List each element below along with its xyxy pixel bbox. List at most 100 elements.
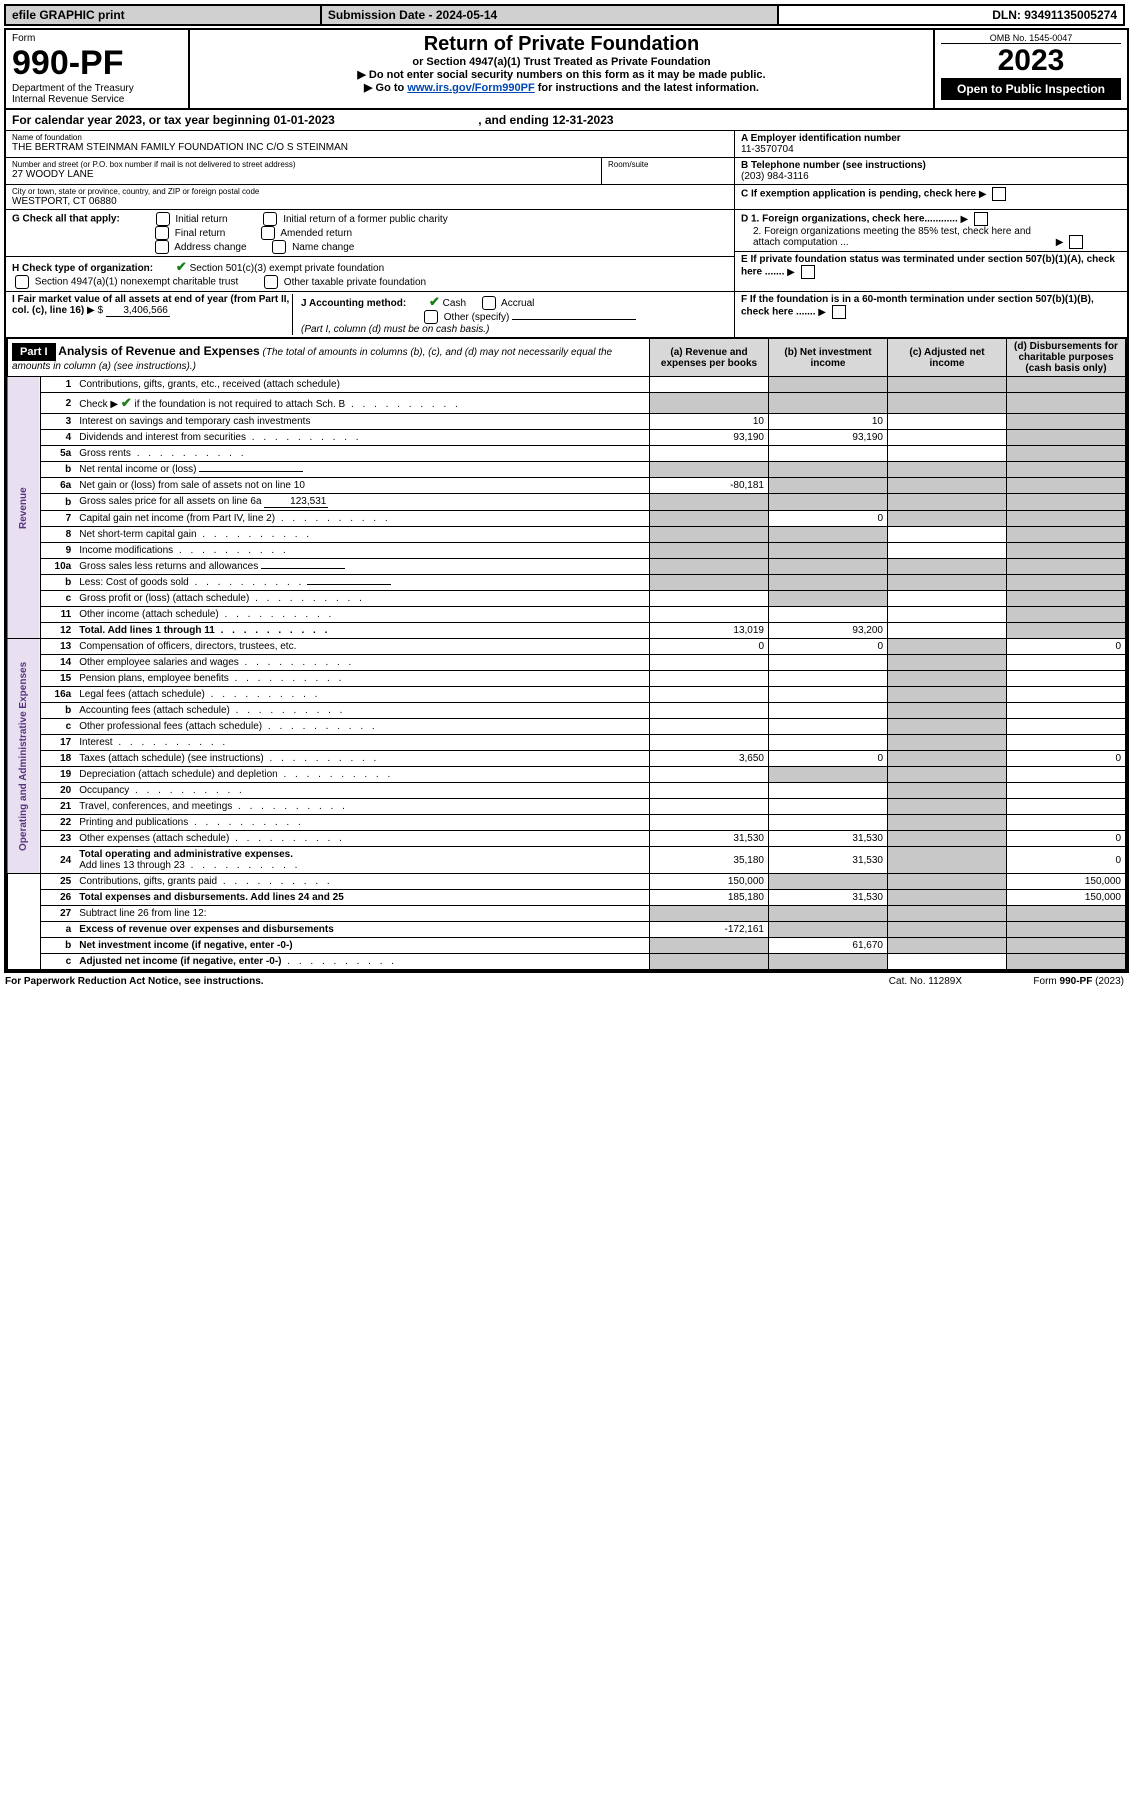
row-27a: Excess of revenue over expenses and disb… bbox=[75, 922, 649, 938]
row-3: Interest on savings and temporary cash i… bbox=[75, 414, 649, 430]
g3-label: Final return bbox=[175, 228, 226, 239]
row-4: Dividends and interest from securities bbox=[75, 430, 649, 446]
ein: 11-3570704 bbox=[741, 144, 1121, 155]
cal-end: 12-31-2023 bbox=[552, 113, 613, 127]
street-address: 27 WOODY LANE bbox=[12, 169, 595, 180]
r6a-a: -80,181 bbox=[650, 478, 769, 494]
j-note: (Part I, column (d) must be on cash basi… bbox=[301, 324, 489, 335]
foundation-name: THE BERTRAM STEINMAN FAMILY FOUNDATION I… bbox=[12, 142, 728, 153]
row-27: Subtract line 26 from line 12: bbox=[75, 906, 649, 922]
addr-label: Number and street (or P.O. box number if… bbox=[12, 160, 595, 169]
g3-checkbox[interactable] bbox=[155, 226, 169, 240]
j-cash-check-icon: ✔ bbox=[429, 294, 440, 309]
part1-label: Part I bbox=[12, 343, 56, 361]
e-checkbox[interactable] bbox=[801, 265, 815, 279]
r6b-val: 123,531 bbox=[264, 496, 328, 508]
r3-b: 10 bbox=[769, 414, 888, 430]
row-9: Income modifications bbox=[75, 543, 649, 559]
g4-label: Amended return bbox=[280, 228, 352, 239]
ein-label: A Employer identification number bbox=[741, 133, 1121, 144]
schb-check-icon: ✔ bbox=[121, 395, 132, 410]
city-label: City or town, state or province, country… bbox=[12, 187, 728, 196]
city-state-zip: WESTPORT, CT 06880 bbox=[12, 196, 728, 207]
r13-d: 0 bbox=[1007, 639, 1127, 655]
row-24: Total operating and administrative expen… bbox=[75, 847, 649, 874]
note2-pre: Go to bbox=[376, 82, 408, 94]
r13-a: 0 bbox=[650, 639, 769, 655]
row-22: Printing and publications bbox=[75, 815, 649, 831]
calendar-row: For calendar year 2023, or tax year begi… bbox=[6, 108, 1127, 130]
g1-label: Initial return bbox=[175, 214, 227, 225]
c-checkbox[interactable] bbox=[992, 187, 1006, 201]
row-2: Check ▶ ✔ if the foundation is not requi… bbox=[75, 393, 649, 414]
top-bar: efile GRAPHIC print Submission Date - 20… bbox=[4, 4, 1125, 26]
r18-a: 3,650 bbox=[650, 751, 769, 767]
r7-b: 0 bbox=[769, 511, 888, 527]
d2-checkbox[interactable] bbox=[1069, 235, 1083, 249]
row-5a: Gross rents bbox=[75, 446, 649, 462]
fmv-value: 3,406,566 bbox=[106, 305, 170, 317]
footer-right: Form 990-PF (2023) bbox=[963, 975, 1125, 988]
open-inspection: Open to Public Inspection bbox=[941, 78, 1121, 100]
g6-label: Name change bbox=[292, 242, 354, 253]
g6-checkbox[interactable] bbox=[272, 240, 286, 254]
row-19: Depreciation (attach schedule) and deple… bbox=[75, 767, 649, 783]
row-25: Contributions, gifts, grants paid bbox=[75, 874, 649, 890]
g2-checkbox[interactable] bbox=[263, 212, 277, 226]
row-7: Capital gain net income (from Part IV, l… bbox=[75, 511, 649, 527]
instructions-link[interactable]: www.irs.gov/Form990PF bbox=[407, 82, 534, 94]
r4-a: 93,190 bbox=[650, 430, 769, 446]
efile-btn[interactable]: efile GRAPHIC print bbox=[5, 5, 321, 25]
h3-checkbox[interactable] bbox=[264, 275, 278, 289]
row-18: Taxes (attach schedule) (see instruction… bbox=[75, 751, 649, 767]
row-8: Net short-term capital gain bbox=[75, 527, 649, 543]
h1-label: Section 501(c)(3) exempt private foundat… bbox=[190, 263, 385, 274]
row-27c: Adjusted net income (if negative, enter … bbox=[75, 954, 649, 971]
d1-checkbox[interactable] bbox=[974, 212, 988, 226]
part1-table: Part I Analysis of Revenue and Expenses … bbox=[6, 337, 1127, 971]
h3-label: Other taxable private foundation bbox=[284, 277, 426, 288]
g-label: G Check all that apply: bbox=[12, 214, 120, 225]
r24-a: 35,180 bbox=[650, 847, 769, 874]
d1-label: D 1. Foreign organizations, check here..… bbox=[741, 214, 958, 225]
r25-d: 150,000 bbox=[1007, 874, 1127, 890]
r18-b: 0 bbox=[769, 751, 888, 767]
row-13: Compensation of officers, directors, tru… bbox=[75, 639, 649, 655]
h2-checkbox[interactable] bbox=[15, 275, 29, 289]
info-grid: Name of foundation THE BERTRAM STEINMAN … bbox=[6, 130, 1127, 337]
r24-b: 31,530 bbox=[769, 847, 888, 874]
phone-label: B Telephone number (see instructions) bbox=[741, 160, 1121, 171]
j-other-checkbox[interactable] bbox=[424, 310, 438, 324]
g5-checkbox[interactable] bbox=[155, 240, 169, 254]
g1-checkbox[interactable] bbox=[156, 212, 170, 226]
j-accrual-checkbox[interactable] bbox=[482, 296, 496, 310]
irs: Internal Revenue Service bbox=[12, 94, 182, 105]
room-label: Room/suite bbox=[608, 160, 728, 169]
h1-check-icon: ✔ bbox=[176, 259, 187, 274]
form-header: Form 990-PF Department of the Treasury I… bbox=[6, 30, 1127, 108]
row-16c: Other professional fees (attach schedule… bbox=[75, 719, 649, 735]
f-checkbox[interactable] bbox=[832, 305, 846, 319]
row-23: Other expenses (attach schedule) bbox=[75, 831, 649, 847]
r27b-b: 61,670 bbox=[769, 938, 888, 954]
g2-label: Initial return of a former public charit… bbox=[283, 214, 448, 225]
form-number: 990-PF bbox=[12, 44, 182, 83]
row-10c: Gross profit or (loss) (attach schedule) bbox=[75, 591, 649, 607]
g4-checkbox[interactable] bbox=[261, 226, 275, 240]
dept: Department of the Treasury bbox=[12, 83, 182, 94]
cal-pre: For calendar year 2023, or tax year begi… bbox=[12, 113, 273, 127]
col-a-header: (a) Revenue and expenses per books bbox=[650, 338, 769, 377]
row-27b: Net investment income (if negative, ente… bbox=[75, 938, 649, 954]
tax-year: 2023 bbox=[941, 44, 1121, 78]
phone: (203) 984-3116 bbox=[741, 171, 1121, 182]
c-arrow bbox=[979, 189, 987, 200]
row-11: Other income (attach schedule) bbox=[75, 607, 649, 623]
r27a-a: -172,161 bbox=[650, 922, 769, 938]
expenses-side-label: Operating and Administrative Expenses bbox=[7, 639, 41, 874]
r23-d: 0 bbox=[1007, 831, 1127, 847]
row-6a: Net gain or (loss) from sale of assets n… bbox=[75, 478, 649, 494]
omb: OMB No. 1545-0047 bbox=[941, 33, 1121, 44]
g5-label: Address change bbox=[174, 242, 246, 253]
form-word: Form bbox=[12, 33, 182, 44]
r12-b: 93,200 bbox=[769, 623, 888, 639]
